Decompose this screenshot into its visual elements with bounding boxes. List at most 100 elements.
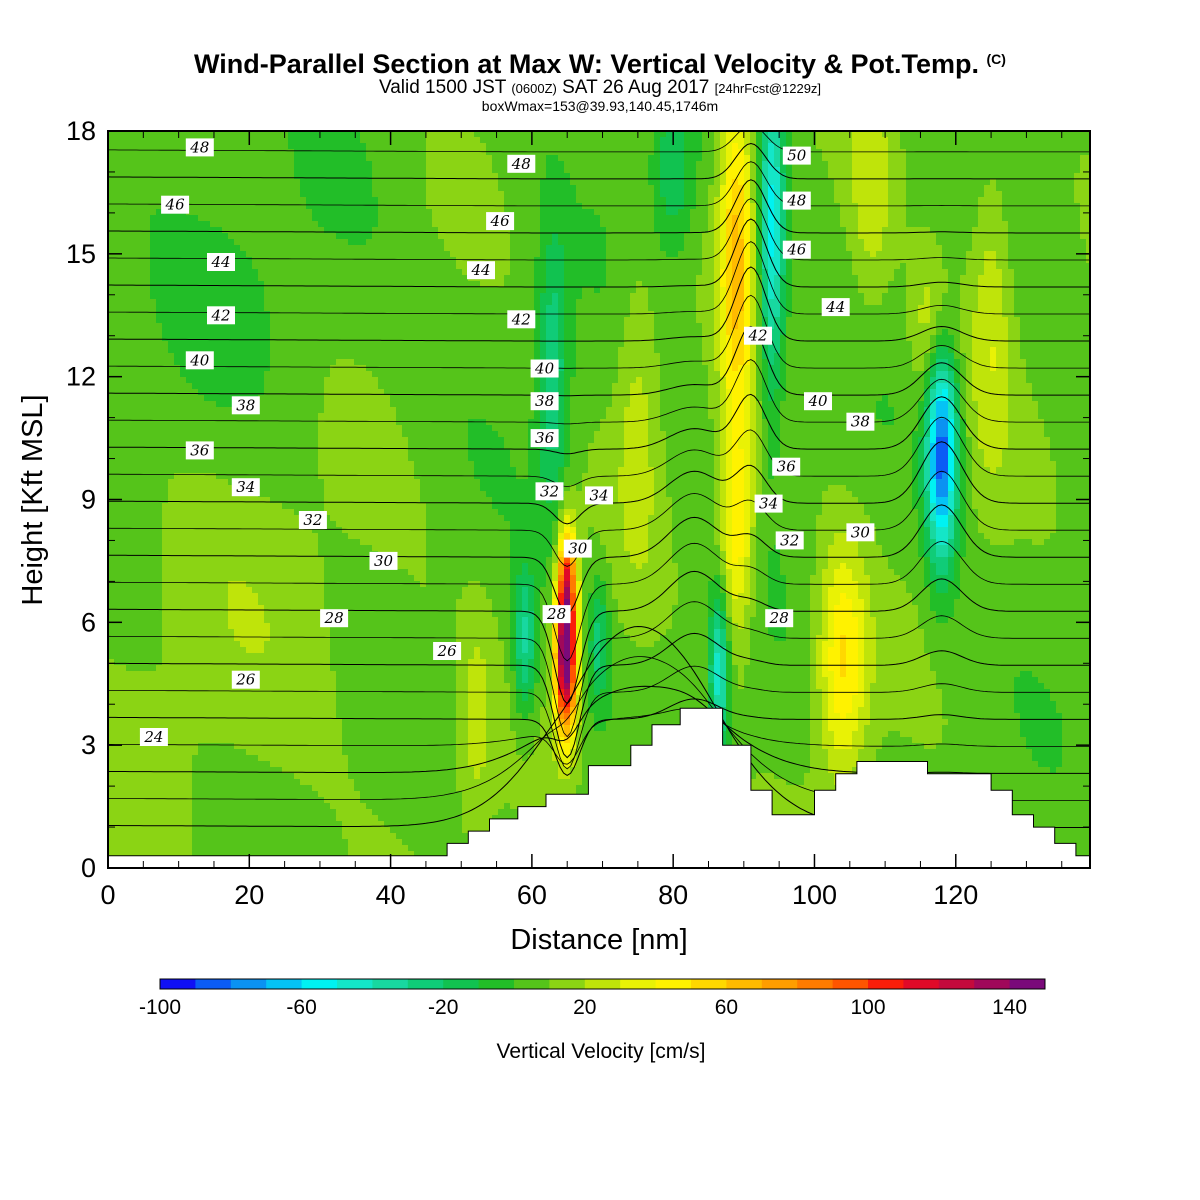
colorbar-swatch-130 [974,979,1010,989]
contour-label-50: 50 [783,147,811,165]
contour-label-40: 40 [186,351,214,369]
contour-label-34-right: 34 [755,495,783,513]
contour-label-38-right: 38 [846,413,874,431]
contour-label-34: 34 [232,478,260,496]
contour-label-42-text: 42 [210,306,230,324]
y-tick-label-9: 9 [81,485,96,515]
contour-label-28-text: 28 [324,609,344,627]
contour-label-36: 36 [186,441,214,459]
colorbar-swatch--40 [372,979,408,989]
colorbar-swatch-100 [868,979,904,989]
x-tick-label-40: 40 [376,880,406,910]
isentrope-51 [108,84,1090,98]
x-axis-title: Distance [nm] [510,924,687,956]
contour-label-32: 32 [299,511,327,529]
colorbar: -100 -60 -20 20 60 100 140 [139,979,1046,1019]
colorbar-label--20: -20 [428,996,458,1019]
y-tick-label-12: 12 [66,362,96,392]
x-tick-label-20: 20 [234,880,264,910]
colorbar-swatch-80 [797,979,833,989]
cross-section-chart: 24262628 28303032323434363638384040424244… [0,0,1200,1200]
contour-label-46-right: 46 [783,241,811,259]
contour-label-core-7: 42 [507,310,535,328]
contour-label-core-0-text: 28 [546,605,566,623]
contour-label-core-9: 46 [486,212,514,230]
contour-label-46: 46 [161,196,189,214]
contour-label-44: 44 [207,253,235,271]
contour-label-core-7-text: 42 [511,310,531,328]
contour-label-32-text: 32 [303,511,322,529]
contour-label-26: 26 [232,671,260,689]
contour-label-28: 28 [320,609,348,627]
colorbar-label--60: -60 [286,996,316,1019]
contour-label-40-text: 40 [189,351,210,369]
colorbar-swatch-60 [726,979,762,989]
contour-label-48-text: 48 [189,138,209,156]
contour-label-36-text: 36 [190,441,210,459]
colorbar-swatch-10 [549,979,585,989]
contour-label-core-2: 32 [536,482,564,500]
contour-label-core-5: 38 [531,392,559,410]
y-tick-label-18: 18 [66,116,96,146]
colorbar-swatch-70 [762,979,798,989]
colorbar-label-60: 60 [715,996,738,1019]
y-tick-label-3: 3 [81,730,96,760]
contour-label-44-right-text: 44 [825,298,845,316]
contour-label-core-3-text: 34 [589,486,608,504]
colorbar-title: Vertical Velocity [cm/s] [497,1040,706,1063]
contour-label-34-text: 34 [236,478,255,496]
colorbar-swatch-20 [585,979,621,989]
contour-label-44-right: 44 [822,298,850,316]
colorbar-swatch--90 [195,979,231,989]
contour-label-core-8: 44 [467,261,495,279]
colorbar-swatch-120 [939,979,975,989]
contour-label-46-text: 46 [165,196,186,214]
y-axis-title: Height [Kft MSL] [17,394,49,605]
contour-label-core-1: 30 [564,540,592,558]
contour-label-26-text: 26 [235,671,256,689]
contour-label-48-right: 48 [783,192,811,210]
colorbar-swatch-90 [833,979,869,989]
isentrope-50 [108,105,1090,125]
colorbar-swatch-30 [620,979,656,989]
y-tick-label-6: 6 [81,607,96,637]
contour-label-38: 38 [232,396,260,414]
contour-label-core-0: 28 [543,605,571,623]
colorbar-label-140: 140 [992,996,1027,1019]
contour-label-44-text: 44 [210,253,230,271]
contour-label-38-right-text: 38 [851,413,870,431]
contour-label-42: 42 [207,306,235,324]
colorbar-swatch--20 [443,979,479,989]
contour-label-30: 30 [370,552,398,570]
contour-label-46-right-text: 46 [786,241,807,259]
contour-label-30-right-text: 30 [851,523,871,541]
contour-label-core-10-text: 48 [511,155,531,173]
contour-label-core-4-text: 36 [535,429,555,447]
contour-label-core-4: 36 [531,429,559,447]
contour-label-28-right: 28 [765,609,793,627]
colorbar-swatch--70 [266,979,302,989]
contour-label-core-5-text: 38 [535,392,554,410]
contour-label-core-8-text: 44 [470,261,490,279]
x-tick-label-80: 80 [658,880,688,910]
contour-label-32-right-text: 32 [780,531,799,549]
colorbar-swatch-0 [514,979,550,989]
contour-label-core-1-text: 30 [568,540,588,558]
colorbar-swatch--50 [337,979,373,989]
contour-label-30-text: 30 [374,552,394,570]
colorbar-swatch--10 [479,979,515,989]
contour-label-core-6: 40 [531,360,559,378]
colorbar-swatch--30 [408,979,444,989]
colorbar-label-100: 100 [850,996,885,1019]
y-tick-label-0: 0 [81,853,96,883]
x-tick-label-100: 100 [792,880,837,910]
x-tick-label-60: 60 [517,880,547,910]
contour-label-core-6-text: 40 [534,360,555,378]
contour-label-26-right-text: 26 [437,642,458,660]
colorbar-swatch--60 [302,979,338,989]
contour-label-40-right-text: 40 [807,392,828,410]
contour-label-34-right-text: 34 [759,495,778,513]
contour-label-28-right-text: 28 [769,609,789,627]
contour-label-26-right: 26 [433,642,461,660]
colorbar-label-20: 20 [573,996,596,1019]
